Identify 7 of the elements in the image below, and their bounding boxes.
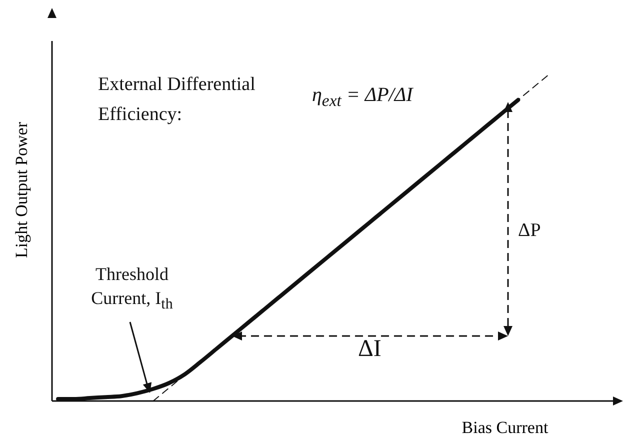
annotation: External Differential Efficiency: bbox=[98, 73, 256, 127]
annotation: ΔP bbox=[518, 220, 541, 242]
annotation: η$_{ext}$ = ΔP/ΔI bbox=[312, 84, 413, 111]
annotation: Threshold Current, I$_{th}$ bbox=[90, 263, 174, 315]
x-axis-title: Bias Current bbox=[462, 418, 548, 436]
annotation: ΔI bbox=[358, 336, 382, 363]
y-axis-title: Light Output Power bbox=[12, 122, 32, 258]
